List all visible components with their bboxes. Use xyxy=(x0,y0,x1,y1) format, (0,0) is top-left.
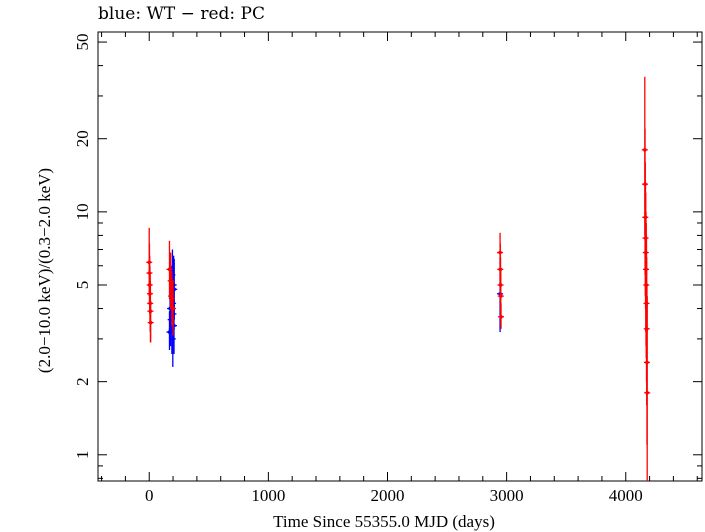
pc-data-point xyxy=(498,294,503,298)
y-tick-label: 5 xyxy=(73,281,92,290)
pc-data-point xyxy=(148,320,153,325)
y-tick-label: 2 xyxy=(73,377,92,386)
pc-data-point xyxy=(645,390,649,395)
x-tick-label: 0 xyxy=(145,486,154,505)
plot-frame xyxy=(97,31,703,482)
y-tick-label: 50 xyxy=(73,34,92,51)
y-tick-label: 20 xyxy=(73,130,92,147)
y-axis-label: (2.0−10.0 keV)/(0.3−2.0 keV) xyxy=(35,168,54,373)
pc-data-point xyxy=(499,314,503,319)
x-tick-label: 4000 xyxy=(609,486,643,505)
y-tick-label: 10 xyxy=(73,203,92,220)
pc-data-point xyxy=(171,306,175,311)
x-axis-label: Time Since 55355.0 MJD (days) xyxy=(273,512,495,531)
y-tick-label: 1 xyxy=(73,451,92,460)
chart-title: blue: WT − red: PC xyxy=(98,4,265,24)
x-tick-label: 1000 xyxy=(251,486,285,505)
x-tick-label: 3000 xyxy=(490,486,524,505)
x-tick-label: 2000 xyxy=(370,486,404,505)
